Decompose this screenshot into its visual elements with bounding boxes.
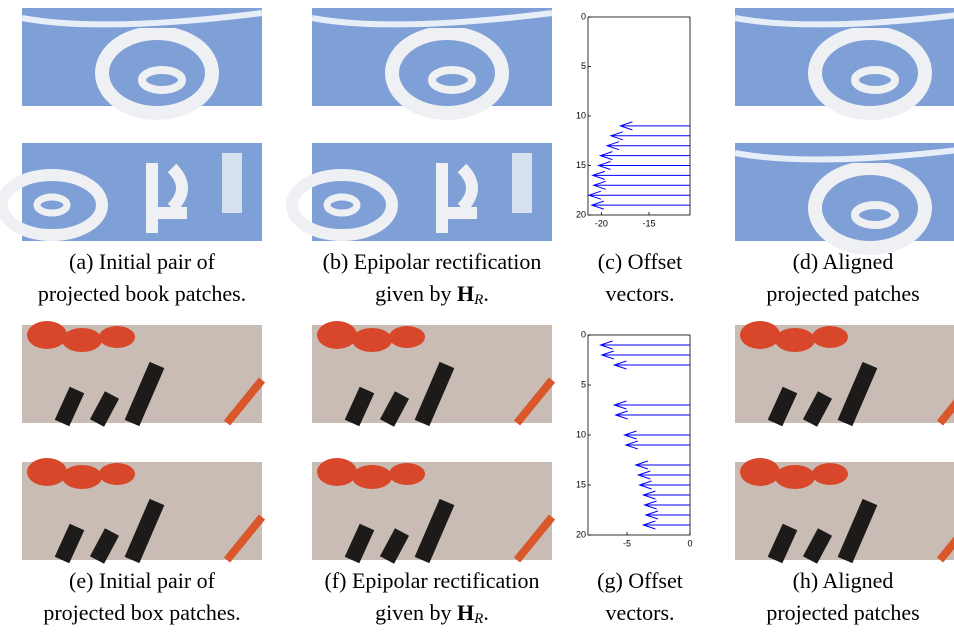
figure: (a) Initial pair of projected book patch…	[0, 0, 954, 636]
x-tick-label: -15	[643, 218, 656, 228]
caption-line: projected patches	[766, 281, 919, 306]
caption-line: given by HR.	[375, 600, 489, 627]
caption-line: (a) Initial pair of	[69, 249, 216, 274]
caption-line: (d) Aligned	[793, 249, 894, 274]
image-patch	[312, 321, 552, 423]
caption-line: (c) Offset	[598, 249, 683, 274]
subscript: R	[473, 611, 483, 627]
x-tick-label: -20	[595, 218, 608, 228]
image-patch	[22, 458, 262, 560]
caption-text: .	[483, 600, 489, 625]
caption-line: (e) Initial pair of	[69, 568, 216, 593]
caption-line: vectors.	[605, 600, 674, 625]
y-tick-label: 15	[576, 160, 586, 170]
image-patch	[735, 8, 954, 113]
y-tick-label: 10	[576, 110, 586, 120]
y-tick-label: 0	[581, 11, 586, 21]
caption-text: .	[483, 281, 489, 306]
image-patch	[312, 8, 552, 113]
image-patch	[735, 143, 954, 248]
image-patch	[292, 143, 552, 241]
caption-line: (h) Aligned	[793, 568, 894, 593]
caption-text: given by	[375, 600, 457, 625]
caption-text: given by	[375, 281, 457, 306]
y-tick-label: 10	[576, 429, 586, 439]
x-tick-label: -5	[623, 538, 631, 548]
quiver-plot: 0 5 10 15 20 -5 0	[576, 329, 693, 548]
y-tick-label: 5	[581, 61, 586, 71]
y-tick-label: 20	[576, 529, 586, 539]
quiver-plot: 0 5 10 15 20 -20 -15	[576, 11, 690, 228]
image-patch	[735, 321, 954, 423]
subscript: R	[473, 292, 483, 308]
y-tick-label: 15	[576, 479, 586, 489]
image-patch	[22, 8, 262, 113]
image-patch	[2, 143, 262, 241]
symbol: H	[457, 600, 474, 625]
y-tick-label: 5	[581, 379, 586, 389]
caption-line: (f) Epipolar rectification	[324, 568, 539, 593]
caption-line: projected patches	[766, 600, 919, 625]
image-patch	[735, 458, 954, 560]
caption-line: projected book patches.	[38, 281, 246, 306]
symbol: H	[457, 281, 474, 306]
image-patch	[22, 321, 262, 423]
caption-line: given by HR.	[375, 281, 489, 308]
caption-line: (b) Epipolar rectification	[323, 249, 542, 274]
caption-line: (g) Offset	[597, 568, 683, 593]
caption-line: vectors.	[605, 281, 674, 306]
y-tick-label: 20	[576, 209, 586, 219]
caption: (a) Initial pair of projected book patch…	[38, 249, 920, 627]
image-patch	[312, 458, 552, 560]
caption-line: projected box patches.	[43, 600, 240, 625]
y-tick-label: 0	[581, 329, 586, 339]
x-tick-label: 0	[687, 538, 692, 548]
